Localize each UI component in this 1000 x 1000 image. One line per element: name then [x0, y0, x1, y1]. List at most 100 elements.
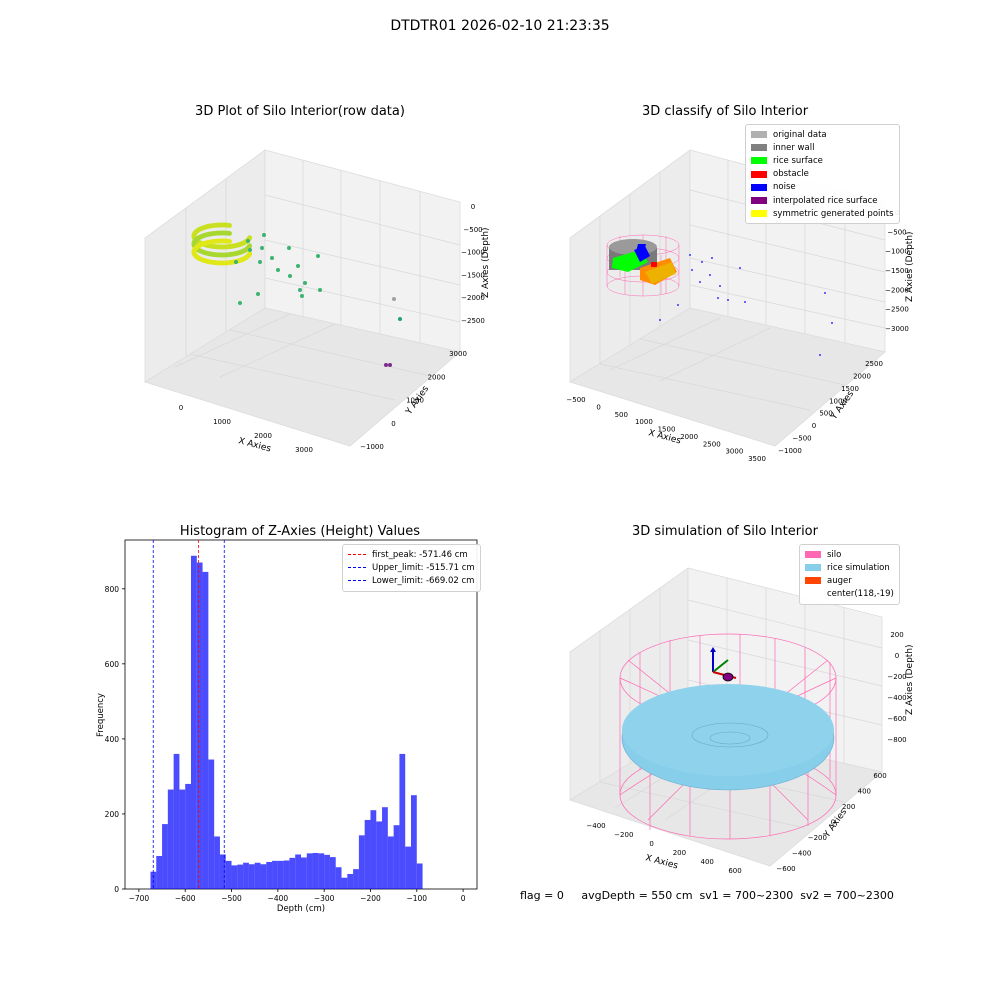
histogram-bar — [318, 853, 325, 889]
raw-point — [392, 297, 396, 301]
tick-label: −2500 — [461, 317, 485, 325]
status-footer: flag = 0 avgDepth = 550 cm sv1 = 700~230… — [520, 889, 894, 902]
histogram-bar — [260, 864, 267, 889]
histogram-title: Histogram of Z-Axies (Height) Values — [179, 524, 421, 539]
noise-point — [709, 274, 711, 276]
legend-label: rice simulation — [827, 562, 890, 573]
histogram-x-label: Depth (cm) — [277, 904, 325, 914]
noise-point — [677, 304, 679, 306]
simulation-legend: silo rice simulation auger center(118,-1… — [799, 544, 900, 605]
x-tick-label: 0 — [461, 894, 466, 903]
raw-point — [256, 292, 260, 296]
raw-point — [227, 223, 232, 228]
histogram-bar — [312, 852, 319, 889]
histogram-bar — [191, 555, 197, 889]
histogram-bar — [341, 877, 348, 889]
tick-label: 1500 — [841, 385, 859, 393]
tick-label: 1000 — [406, 397, 424, 405]
legend-item-interpolated: interpolated rice surface — [751, 194, 894, 207]
histogram-legend: first_peak: -571.46 cm Upper_limit: -515… — [342, 544, 481, 592]
histogram-bar — [364, 819, 371, 889]
histogram-bar — [196, 562, 203, 889]
histogram-bar — [208, 759, 215, 889]
raw-point — [258, 260, 262, 264]
tick-label: 2500 — [703, 440, 721, 448]
noise-point — [744, 301, 746, 303]
histogram-bar — [266, 861, 273, 889]
tick-label: 0 — [812, 422, 816, 430]
legend-swatch — [805, 577, 821, 585]
legend-item-inner-wall: inner wall — [751, 141, 894, 154]
classify-tick-labels: −5000500100015002000250030003500−1000−50… — [566, 209, 908, 463]
histogram-bar — [225, 860, 232, 889]
tick-label: 2000 — [428, 373, 446, 381]
tick-label: 1500 — [658, 426, 676, 434]
noise-point — [739, 267, 741, 269]
legend-label: symmetric generated points — [773, 208, 894, 219]
raw-3d-axes — [144, 149, 461, 447]
raw-point — [270, 256, 274, 260]
histogram-bar — [156, 855, 163, 889]
simulation-plot-title: 3D simulation of Silo Interior — [632, 524, 818, 539]
tick-label: −600 — [776, 865, 795, 873]
histogram-bar — [179, 789, 186, 889]
legend-label: auger — [827, 575, 852, 586]
classify-z-label: Z Axies (Depth) — [905, 231, 915, 302]
legend-label: inner wall — [773, 142, 815, 153]
histogram-bar — [405, 846, 411, 889]
tick-label: 200 — [890, 631, 903, 639]
raw-point — [287, 246, 291, 250]
tick-label: −1000 — [461, 249, 485, 257]
tick-label: −500 — [463, 226, 482, 234]
raw-point — [246, 239, 250, 243]
tick-label: −500 — [792, 435, 811, 443]
tick-label: 1000 — [213, 418, 231, 426]
raw-point — [300, 294, 304, 298]
histogram-bar — [243, 862, 249, 889]
histogram-bar — [416, 863, 423, 889]
tick-label: −400 — [792, 850, 811, 858]
tick-label: 0 — [471, 203, 475, 211]
tick-label: 600 — [728, 867, 741, 875]
y-tick-label: 600 — [105, 660, 120, 669]
x-tick-label: −700 — [129, 894, 150, 903]
raw-point — [227, 231, 232, 236]
histogram-bar — [162, 824, 168, 889]
histogram-bar — [376, 821, 383, 889]
tick-label: −3000 — [885, 325, 909, 333]
tick-label: 200 — [842, 803, 855, 811]
raw-z-label: Z Axies (Depth) — [481, 227, 491, 298]
noise-point — [699, 281, 701, 283]
legend-label: obstacle — [773, 169, 809, 180]
legend-label: center(118,-19) — [827, 589, 894, 600]
legend-swatch — [751, 183, 767, 191]
classify-plot-title: 3D classify of Silo Interior — [641, 104, 809, 119]
histogram-bar — [289, 857, 296, 889]
legend-item-lower-limit: Lower_limit: -669.02 cm — [348, 574, 475, 587]
histogram-bar — [248, 864, 255, 889]
histogram-bar — [399, 753, 406, 889]
histogram-y-label: Frequency — [96, 693, 106, 737]
raw-point — [388, 363, 392, 367]
histogram-bar — [219, 854, 226, 889]
legend-swatch — [805, 591, 821, 598]
tick-label: −200 — [614, 831, 633, 839]
simulation-auger-marker — [710, 647, 737, 682]
histogram-bar — [173, 753, 180, 889]
raw-point — [298, 288, 302, 292]
tick-label: −2000 — [885, 286, 909, 294]
histogram-bar — [301, 857, 307, 889]
tick-label: −800 — [887, 736, 906, 744]
classify-segmented-cloud — [609, 239, 677, 285]
histogram-reference-lines — [152, 540, 225, 889]
tick-label: −200 — [808, 834, 827, 842]
y-tick-label: 400 — [105, 735, 120, 744]
tick-label: 500 — [819, 410, 832, 418]
classify-noise-points — [659, 254, 833, 356]
tick-label: 3000 — [295, 446, 313, 454]
histogram-bar — [382, 807, 388, 889]
raw-point — [288, 274, 292, 278]
simulation-z-label: Z Axies (Depth) — [905, 644, 915, 715]
